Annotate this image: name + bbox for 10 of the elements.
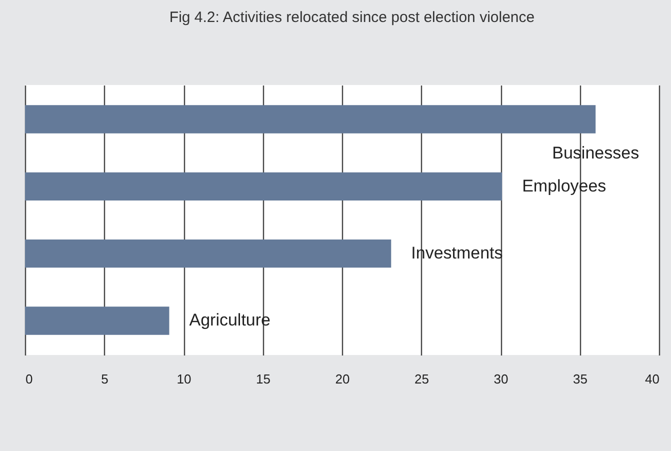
x-tick-label: 25 (414, 372, 429, 386)
x-tick-label: 15 (256, 372, 270, 386)
x-tick-label: 10 (176, 372, 192, 386)
x-tick-label: 0 (26, 372, 33, 386)
chart-title: Fig 4.2: Activities relocated since post election violence (169, 9, 535, 26)
x-tick-label: 30 (494, 372, 508, 386)
x-tick-label: 5 (101, 372, 108, 386)
x-tick-label: 20 (335, 372, 350, 386)
x-tick-label: 40 (645, 372, 660, 386)
x-tick-label: 35 (573, 372, 588, 386)
